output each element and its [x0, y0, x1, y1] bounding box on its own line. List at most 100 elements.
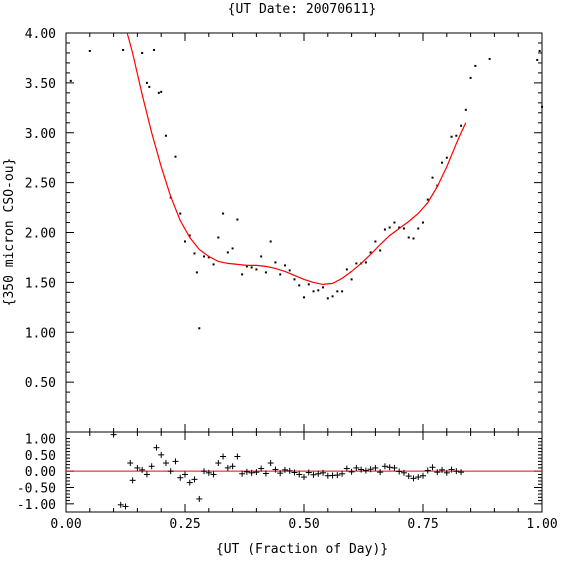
y-tick-label: 1.50: [25, 276, 56, 291]
residual-point: [434, 469, 441, 476]
data-point: [288, 269, 291, 272]
residual-point: [272, 466, 279, 473]
y-tick-label: 0.50: [25, 376, 56, 391]
data-point: [388, 226, 391, 229]
data-point: [195, 271, 198, 274]
data-point: [455, 134, 458, 137]
data-point: [269, 240, 272, 243]
residual-point: [458, 469, 465, 476]
data-point: [379, 249, 382, 252]
data-point: [184, 240, 186, 243]
chart-title: {UT Date: 20070611}: [228, 2, 377, 17]
residual-point: [239, 470, 246, 477]
y-axis-title: {350 micron CSO-ou}: [2, 158, 17, 307]
data-point: [345, 268, 348, 271]
residual-point: [429, 464, 436, 471]
data-point: [203, 255, 206, 258]
residual-point: [205, 469, 212, 476]
data-point: [88, 49, 91, 52]
data-point: [431, 176, 434, 179]
data-point: [274, 261, 277, 264]
residual-point: [362, 467, 369, 474]
residual-point: [339, 470, 346, 477]
data-point: [488, 57, 491, 60]
data-point: [464, 108, 467, 111]
main-y-tick-labels: 0.50 1.00 1.50 2.00 2.50 3.00 3.50 4.00: [25, 27, 56, 391]
residual-point: [424, 467, 431, 474]
data-point: [538, 49, 541, 52]
residual-point: [343, 465, 350, 472]
data-point: [474, 64, 477, 67]
data-point: [188, 234, 191, 237]
residual-point: [448, 466, 455, 473]
data-point: [536, 58, 539, 61]
data-point: [422, 221, 424, 224]
residual-point: [301, 474, 307, 481]
data-point: [298, 284, 301, 287]
x-tick-label: 0.50: [288, 517, 319, 532]
main-axis-ticks: [65, 32, 543, 433]
data-point: [317, 289, 320, 292]
data-point: [160, 90, 163, 93]
data-point: [174, 155, 177, 158]
residual-point: [305, 469, 312, 476]
data-point: [469, 76, 472, 79]
data-point: [383, 228, 386, 231]
data-point: [303, 296, 305, 299]
y-tick-label: -0.50: [17, 482, 56, 497]
data-point: [260, 255, 263, 258]
data-point: [283, 264, 286, 267]
residual-point: [400, 469, 407, 476]
data-point: [198, 327, 201, 330]
data-point: [122, 48, 125, 51]
residual-point: [420, 472, 426, 479]
data-point: [445, 156, 448, 159]
data-point: [231, 247, 234, 250]
residual-point: [262, 470, 269, 477]
data-point: [374, 240, 377, 243]
data-point: [541, 105, 543, 108]
residual-point: [372, 464, 379, 471]
data-point: [331, 295, 334, 298]
residual-data-points: [110, 431, 465, 510]
residual-point: [127, 460, 134, 467]
residual-point: [410, 475, 417, 482]
residual-point: [196, 495, 203, 502]
data-point: [179, 212, 182, 215]
residual-point: [148, 463, 155, 470]
residual-point: [439, 466, 446, 473]
x-tick-label: 1.00: [526, 517, 557, 532]
residual-point: [391, 464, 398, 471]
data-point: [293, 278, 296, 281]
x-tick-label: 0.00: [50, 517, 81, 532]
data-point: [355, 262, 358, 265]
residual-point: [201, 468, 208, 475]
data-point: [279, 273, 282, 276]
data-point: [145, 81, 148, 84]
x-axis-title: {UT (Fraction of Day)}: [216, 542, 388, 557]
data-point: [250, 266, 253, 269]
residual-point: [158, 451, 165, 458]
data-point: [264, 271, 267, 274]
x-tick-label: 0.75: [407, 517, 438, 532]
residual-point: [117, 501, 124, 508]
data-point: [157, 91, 160, 94]
residual-point: [453, 468, 460, 475]
residual-point: [377, 469, 384, 476]
residual-point: [443, 469, 450, 476]
residual-point: [277, 470, 284, 477]
residual-point: [296, 471, 303, 478]
fit-curve: [126, 33, 467, 286]
residual-point: [367, 466, 374, 473]
data-point: [222, 212, 225, 215]
residual-axis-ticks: [65, 432, 543, 512]
residual-point: [353, 464, 360, 471]
data-point: [326, 297, 329, 300]
y-tick-label: 1.00: [25, 326, 56, 341]
residual-point: [358, 466, 365, 473]
data-point: [164, 134, 167, 137]
residual-panel: 1.000.500.00 -0.50-1.00: [17, 431, 543, 513]
data-point: [141, 51, 144, 54]
data-point: [417, 227, 420, 230]
